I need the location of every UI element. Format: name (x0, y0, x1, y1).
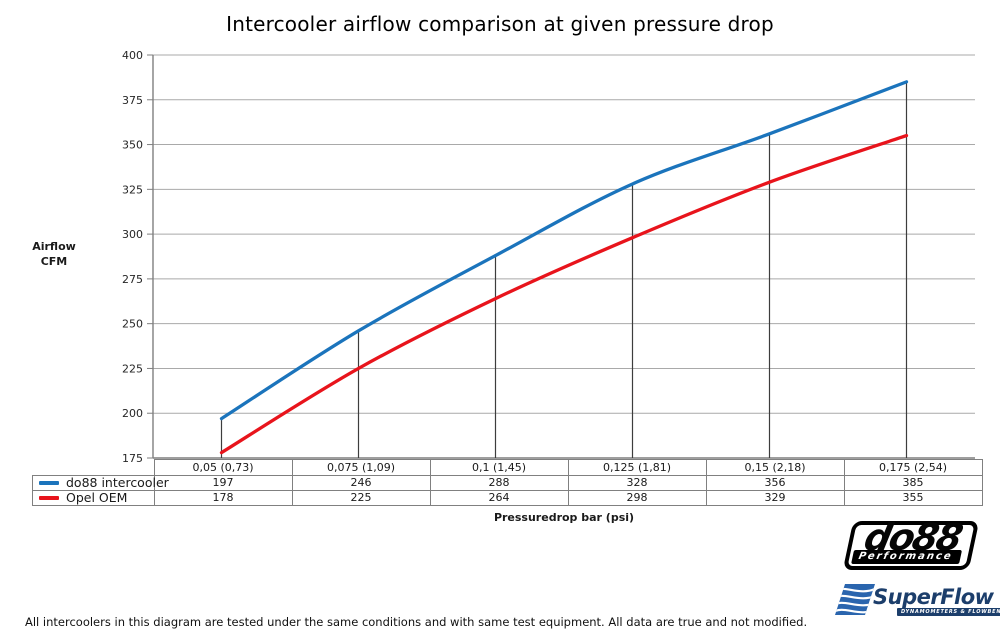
legend-item-opel-oem: Opel OEM (32, 490, 155, 506)
y-tick-label: 300 (122, 228, 143, 241)
value-cell: 246 (291, 475, 431, 491)
category-header-cell: 0,125 (1,81) (567, 459, 707, 476)
plot-area: 400 375 350 325 300 275 250 225 200 175 (122, 49, 975, 465)
y-tick-label: 200 (122, 407, 143, 420)
value-cell: 225 (291, 490, 431, 506)
table-corner-blank (33, 460, 155, 476)
value-cell: 298 (567, 490, 707, 506)
value-cell: 356 (705, 475, 845, 491)
data-table: 0,05 (0,73) 0,075 (1,09) 0,1 (1,45) 0,125 (… (32, 459, 983, 506)
superflow-flag-icon (835, 584, 875, 615)
y-tick-label: 225 (122, 362, 143, 375)
category-header-cell: 0,075 (1,09) (291, 459, 431, 476)
legend-item-do88-intercooler: do88 intercooler (32, 475, 169, 491)
category-header-cell: 0,15 (2,18) (705, 459, 845, 476)
legend-label: do88 intercooler (66, 475, 169, 490)
table-row: do88 intercooler 197 246 288 328 356 385 (32, 475, 983, 491)
y-axis-title: Airflow CFM (18, 239, 90, 269)
series-line-opel-oem (219, 133, 909, 455)
disclaimer-text: All intercoolers in this diagram are tes… (25, 615, 808, 629)
series-line-do88-intercooler (219, 80, 909, 421)
value-cell: 288 (429, 475, 569, 491)
y-tick-label: 325 (122, 183, 143, 196)
value-cell: 329 (705, 490, 845, 506)
value-cell: 328 (567, 475, 707, 491)
category-header-cell: 0,175 (2,54) (843, 459, 983, 476)
category-header-cell: 0,05 (0,73) (153, 459, 293, 476)
y-tick-label: 375 (122, 94, 143, 107)
value-cell: 178 (153, 490, 293, 506)
value-cell: 385 (843, 475, 983, 491)
superflow-logo: SuperFlow DYNAMOMETERS & FLOWBENCHES (835, 583, 1000, 619)
superflow-tagline-bar: DYNAMOMETERS & FLOWBENCHES (897, 608, 1000, 616)
y-axis-title-line2: CFM (40, 255, 68, 268)
do88-logo: do88 Performance (842, 516, 980, 570)
y-tick-label: 275 (122, 273, 143, 286)
superflow-logo-text: SuperFlow (873, 585, 994, 609)
value-cell: 197 (153, 475, 293, 491)
value-cell: 264 (429, 490, 569, 506)
legend-swatch (39, 480, 59, 485)
value-cell: 355 (843, 490, 983, 506)
y-tick-label: 400 (122, 49, 143, 62)
y-tick-label: 250 (122, 318, 143, 331)
category-header-cell: 0,1 (1,45) (429, 459, 569, 476)
legend-swatch (39, 495, 59, 500)
y-tick-label: 175 (122, 452, 143, 465)
table-row: Opel OEM 178 225 264 298 329 355 (32, 490, 983, 506)
y-tick-label: 350 (122, 139, 143, 152)
legend-label: Opel OEM (66, 490, 128, 505)
do88-performance-bar: Performance (851, 550, 962, 564)
chart-title: Intercooler airflow comparison at given … (226, 12, 774, 36)
x-axis-title: Pressuredrop bar (psi) (493, 511, 635, 524)
y-axis-title-line1: Airflow (32, 240, 76, 253)
